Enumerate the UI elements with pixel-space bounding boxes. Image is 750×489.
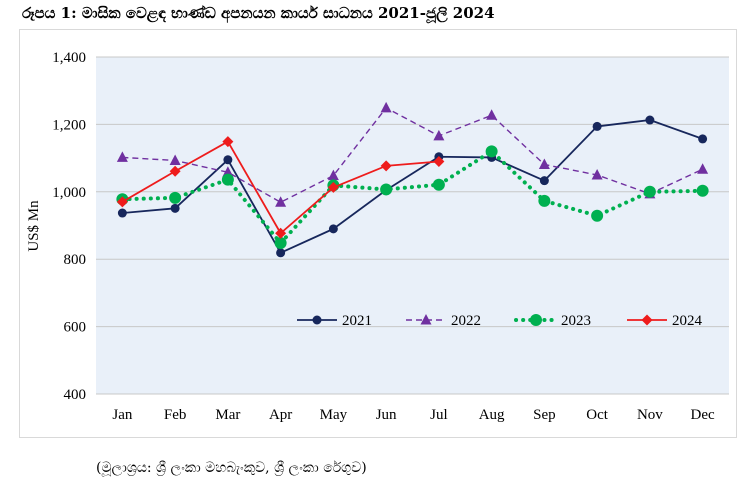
y-tick-label: 800 bbox=[64, 252, 87, 268]
data-point-2022 bbox=[327, 169, 339, 181]
series-2024 bbox=[116, 136, 445, 239]
series-layer bbox=[116, 101, 709, 258]
y-tick-label: 1,200 bbox=[52, 117, 86, 133]
legend-item-2024: 2024 bbox=[627, 313, 703, 329]
legend-marker bbox=[641, 314, 653, 326]
legend: 2021 2022 2023 2024 bbox=[297, 313, 703, 329]
legend-item-2021: 2021 bbox=[297, 313, 372, 329]
data-point-2021 bbox=[170, 203, 180, 213]
y-tick-label: 600 bbox=[64, 320, 87, 336]
data-point-2022 bbox=[433, 129, 445, 141]
y-tick-label: 1,400 bbox=[52, 50, 86, 66]
x-tick-label: Dec bbox=[691, 407, 715, 423]
x-tick-label: Jan bbox=[112, 407, 132, 423]
data-point-2021 bbox=[645, 115, 655, 125]
x-tick-label: Apr bbox=[269, 407, 292, 423]
plot-area bbox=[96, 57, 729, 394]
data-point-2022 bbox=[169, 154, 181, 165]
data-point-2024 bbox=[169, 165, 181, 177]
series-line-2022 bbox=[122, 107, 703, 203]
data-point-2022 bbox=[380, 101, 392, 113]
line-chart: 400 600 800 1,000 1,200 1,400 Jan Feb Mar Apr May… bbox=[26, 50, 729, 423]
data-point-2023 bbox=[485, 145, 498, 158]
data-point-2022 bbox=[275, 196, 287, 207]
x-tick-label: Oct bbox=[586, 407, 608, 423]
data-point-2024 bbox=[116, 196, 128, 208]
x-tick-label: May bbox=[320, 407, 348, 423]
data-point-2021 bbox=[276, 248, 286, 258]
series-line-2021 bbox=[122, 119, 703, 254]
series-line-2023 bbox=[120, 149, 705, 246]
x-tick-label: Nov bbox=[637, 407, 663, 423]
series-2022 bbox=[116, 101, 709, 207]
legend-label: 2021 bbox=[342, 313, 372, 329]
data-point-2022 bbox=[116, 151, 128, 162]
legend-label: 2022 bbox=[451, 313, 481, 329]
x-tick-label: Jul bbox=[430, 407, 448, 423]
data-point-2023 bbox=[380, 183, 393, 196]
data-point-2023 bbox=[221, 173, 234, 186]
data-point-2023 bbox=[643, 185, 656, 198]
data-point-2021 bbox=[698, 134, 708, 144]
y-axis-ticks: 400 600 800 1,000 1,200 1,400 bbox=[52, 50, 86, 403]
x-tick-label: Aug bbox=[479, 407, 505, 423]
data-point-2023 bbox=[591, 209, 604, 222]
data-point-2024 bbox=[222, 136, 234, 148]
data-point-2023 bbox=[169, 191, 182, 204]
x-axis-ticks: Jan Feb Mar Apr May Jun Jul Aug Sep Oct Nov Dec bbox=[112, 407, 715, 423]
data-point-2021 bbox=[328, 224, 338, 234]
data-point-2022 bbox=[591, 168, 603, 180]
figure-title: රූපය 1: මාසික වෙළඳ භාණ්ඩ අපනයන කාර්ය සාධ… bbox=[22, 4, 495, 22]
data-point-2024 bbox=[275, 227, 287, 239]
y-axis-label: US$ Mn bbox=[26, 200, 42, 252]
data-point-2023 bbox=[696, 184, 709, 197]
legend-marker bbox=[312, 315, 322, 325]
legend-marker bbox=[530, 314, 542, 326]
x-tick-label: Mar bbox=[215, 407, 240, 423]
x-tick-label: Feb bbox=[164, 407, 187, 423]
data-point-2021 bbox=[592, 121, 602, 131]
x-tick-label: Jun bbox=[376, 407, 397, 423]
figure-source: (මූලාශ්‍රය: ශ්‍රී ලංකා මහබැංකුව, ශ්‍රී ල… bbox=[96, 460, 367, 476]
data-point-2021 bbox=[223, 155, 233, 165]
data-point-2021 bbox=[117, 208, 127, 218]
data-point-2022 bbox=[486, 109, 498, 120]
x-tick-label: Sep bbox=[533, 407, 556, 423]
legend-marker bbox=[420, 314, 432, 325]
legend-label: 2023 bbox=[561, 313, 591, 329]
data-point-2024 bbox=[380, 160, 392, 172]
data-point-2022 bbox=[697, 163, 709, 174]
data-point-2022 bbox=[538, 158, 550, 170]
legend-label: 2024 bbox=[672, 313, 703, 329]
data-point-2022 bbox=[222, 166, 234, 177]
gridlines bbox=[96, 56, 729, 395]
data-point-2021 bbox=[539, 176, 549, 186]
data-point-2023 bbox=[432, 178, 445, 191]
legend-item-2022: 2022 bbox=[406, 313, 481, 329]
y-tick-label: 400 bbox=[64, 387, 87, 403]
legend-item-2023: 2023 bbox=[514, 313, 591, 329]
y-tick-label: 1,000 bbox=[52, 185, 86, 201]
data-point-2024 bbox=[327, 181, 339, 193]
data-point-2023 bbox=[274, 237, 287, 250]
data-point-2023 bbox=[538, 194, 551, 207]
data-point-2024 bbox=[433, 155, 445, 167]
